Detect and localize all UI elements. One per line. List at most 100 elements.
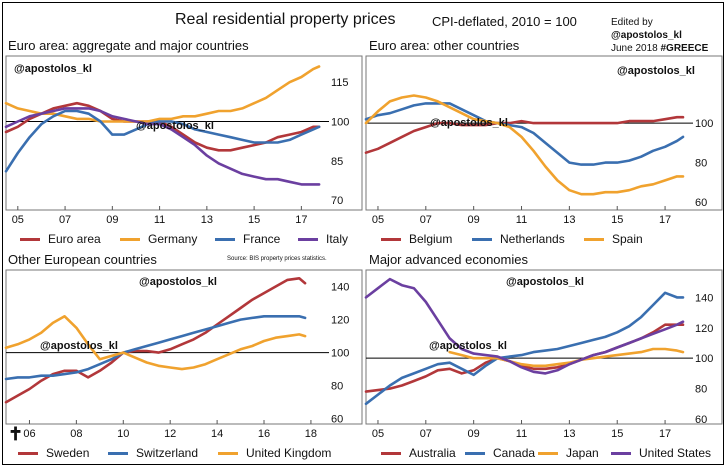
watermark: @apostolos_kl xyxy=(40,340,118,352)
series-line-united-kingdom xyxy=(4,315,307,371)
legend-japan: Japan xyxy=(538,446,599,460)
x-tick-label: 09 xyxy=(106,214,118,226)
x-tick-label: 15 xyxy=(611,428,623,440)
legend-swatch xyxy=(465,451,485,455)
legend-sweden: Sweden xyxy=(18,446,89,460)
x-tick-label: 14 xyxy=(211,428,223,440)
x-tick-label: 07 xyxy=(420,214,432,226)
y-tick-label: 60 xyxy=(331,414,343,426)
chart-panel-3: 60 80 100 120 140 06 08 10 12 14 16 18 @apostolos_kl… xyxy=(4,269,363,440)
legend-label: Netherlands xyxy=(500,232,565,246)
y-tick-label: 100 xyxy=(331,117,349,129)
y-tick-label: 140 xyxy=(695,292,713,304)
panel-border xyxy=(5,269,363,425)
x-tick-label: 05 xyxy=(12,214,24,226)
x-tick-label: 18 xyxy=(305,428,317,440)
x-tick-label: 11 xyxy=(516,214,527,226)
series-line-switzerland xyxy=(4,315,307,381)
y-tick-label: 85 xyxy=(331,156,343,168)
legend-belgium: Belgium xyxy=(381,232,452,246)
x-tick-label: 11 xyxy=(154,214,165,226)
x-tick-label: 12 xyxy=(164,428,176,440)
edited-by-label: Edited by xyxy=(611,17,653,28)
legend-spain: Spain xyxy=(584,232,643,246)
panel-title-advanced: Major advanced economies xyxy=(369,252,528,267)
series-line-italy xyxy=(4,107,321,186)
legend-label: Australia xyxy=(409,446,456,460)
x-tick-label: 15 xyxy=(248,214,260,226)
y-tick-label: 120 xyxy=(695,323,713,335)
cross-icon: ✝ xyxy=(8,424,24,444)
y-tick-label: 120 xyxy=(331,315,349,327)
series-line-united-states xyxy=(364,277,685,375)
y-tick-label: 80 xyxy=(695,384,707,396)
series-line-canada xyxy=(364,291,685,406)
x-tick-label: 07 xyxy=(59,214,71,226)
legend-swatch xyxy=(611,451,631,455)
legend-swatch xyxy=(538,451,558,455)
x-tick-label: 13 xyxy=(563,214,575,226)
series-line-euro-area xyxy=(4,101,321,152)
legend-swatch xyxy=(108,451,128,455)
watermark: @apostolos_kl xyxy=(429,340,507,352)
y-tick-label: 140 xyxy=(331,282,349,294)
legend-swatch xyxy=(381,237,401,241)
legend-australia: Australia xyxy=(381,446,456,460)
x-tick-label: 11 xyxy=(516,428,527,440)
legend-label: Spain xyxy=(612,232,643,246)
chart-panel-1: 70 85 100 115 05 07 09 11 13 15 17 @apostolos_kl @ap… xyxy=(4,55,363,226)
legend-label: United States xyxy=(639,446,712,460)
x-tick-label: 09 xyxy=(468,428,480,440)
series-line-netherlands xyxy=(364,102,685,166)
legend-netherlands: Netherlands xyxy=(472,232,565,246)
figure-subtitle: CPI-deflated, 2010 = 100 xyxy=(432,14,577,29)
panel-title-euro-major: Euro area: aggregate and major countries xyxy=(8,38,249,53)
chart-panel-2: 60 80 100 05 07 09 11 13 15 17 @apostolos_kl @apost… xyxy=(364,55,723,226)
legend-swatch xyxy=(120,237,140,241)
y-tick-label: 115 xyxy=(331,77,349,89)
edited-tag: #GREECE xyxy=(660,43,709,54)
legend-uk: United Kingdom xyxy=(218,446,331,460)
legend-swatch xyxy=(215,237,235,241)
x-tick-label: 17 xyxy=(295,214,307,226)
x-tick-label: 16 xyxy=(258,428,270,440)
legend-swatch xyxy=(218,451,238,455)
y-tick-label: 60 xyxy=(695,197,707,209)
series-line-japan xyxy=(448,347,685,368)
x-tick-label: 05 xyxy=(372,214,384,226)
legend-swatch xyxy=(381,451,401,455)
chart-panel-4: 60 80 100 120 140 05 07 09 11 13 15 17 @apostolos_kl… xyxy=(364,269,723,440)
x-tick-label: 08 xyxy=(70,428,82,440)
figure-title: Real residential property prices xyxy=(175,11,396,28)
legend-united-states: United States xyxy=(611,446,711,460)
watermark: @apostolos_kl xyxy=(617,65,695,77)
legend-label: Germany xyxy=(148,232,198,246)
watermark: @apostolos_kl xyxy=(506,276,584,288)
legend-label: Sweden xyxy=(46,446,90,460)
x-tick-label: 13 xyxy=(201,214,213,226)
y-tick-label: 60 xyxy=(695,414,707,426)
y-tick-label: 80 xyxy=(331,381,343,393)
legend-canada: Canada xyxy=(465,446,535,460)
watermark: @apostolos_kl xyxy=(14,63,92,75)
x-tick-label: 06 xyxy=(23,428,35,440)
legend-swatch xyxy=(584,237,604,241)
legend-label: United Kingdom xyxy=(246,446,332,460)
legend-germany: Germany xyxy=(120,232,197,246)
source-note: Source: BIS property prices statistics. xyxy=(227,256,327,262)
x-tick-label: 17 xyxy=(659,214,671,226)
legend-label: Italy xyxy=(326,232,349,246)
edited-by-handle: @apostolos_kl xyxy=(611,30,682,41)
legend-label: Japan xyxy=(566,446,599,460)
legend-label: Euro area xyxy=(48,232,101,246)
legend-swatch xyxy=(18,451,38,455)
panel-title-euro-other: Euro area: other countries xyxy=(369,38,520,53)
legend-label: France xyxy=(243,232,281,246)
series-line-belgium xyxy=(364,115,685,154)
panel-border xyxy=(5,55,363,211)
legend-label: Canada xyxy=(493,446,536,460)
watermark: @apostolos_kl xyxy=(139,276,217,288)
watermark: @apostolos_kl xyxy=(136,120,214,132)
panel-border xyxy=(365,55,723,211)
